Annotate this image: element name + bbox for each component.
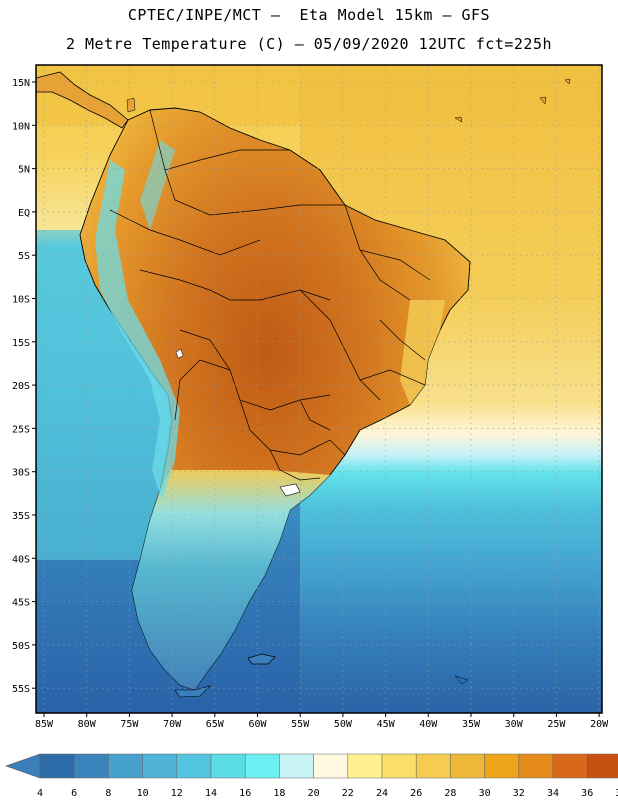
colorbar-tick-label: 8 [105,788,111,799]
longitude-labels: 85W 80W 75W 70W 65W 60W 55W 50W 45W 40W 35W 30W 25W 2… [35,713,609,730]
latitude-labels: 15N 10N 5N EQ 5S 10S 15S 20S 25S 30S 35S 40S 45S 50S 5… [12,78,36,695]
lat-label: 10S [12,295,30,306]
colorbar-tick-label: 18 [273,788,285,799]
lon-label: 35W [462,719,481,730]
lat-label: 55S [12,684,30,695]
colorbar-swatch [347,753,383,779]
colorbar-swatch [108,753,143,779]
colorbar-tick-label: 34 [547,788,559,799]
lat-label: 50S [12,641,30,652]
lon-label: 85W [35,719,54,730]
lat-label: 15N [12,78,30,89]
colorbar-tick-label: 22 [342,788,354,799]
colorbar-tick-label: 32 [513,788,525,799]
lon-label: 60W [248,719,267,730]
lat-label: 35S [12,511,30,522]
colorbar-tick-label: 12 [171,788,183,799]
colorbar-tick-label: 16 [239,788,251,799]
chart-title-line2: 2 Metre Temperature (C) – 05/09/2020 12U… [65,35,553,53]
colorbar-swatch [552,753,588,779]
lat-lon-grid [36,65,602,713]
lat-label: 20S [12,381,30,392]
colorbar-tick-label: 10 [137,788,149,799]
colorbar-swatch [210,753,246,779]
lon-label: 55W [291,719,310,730]
lon-label: 45W [377,719,396,730]
lat-label: 30S [12,468,30,479]
lat-label: 5N [18,165,30,176]
colorbar-tick-label: 36 [581,788,593,799]
colorbar-swatch [415,753,451,779]
colorbar-labels: 4 6 8 10 12 14 16 18 20 22 24 26 28 30 32 34 36 38 [37,788,618,799]
lat-label: 40S [12,554,30,565]
colorbar-swatch [484,753,520,779]
colorbar-tick-label: 6 [71,788,77,799]
lon-label: 20W [590,719,609,730]
colorbar-tick-label: 26 [410,788,422,799]
lon-label: 50W [334,719,353,730]
colorbar-swatch [381,753,417,779]
lon-label: 80W [78,719,97,730]
colorbar-tick-label: 20 [308,788,320,799]
central-america-landmass [36,71,129,129]
lat-label: 25S [12,424,30,435]
colorbar-swatch [176,753,212,779]
colorbar-tick-label: 24 [376,788,388,799]
lon-label: 70W [163,719,182,730]
colorbar-swatch [586,753,618,779]
colorbar-tick-label: 4 [37,788,43,799]
colorbar-swatch [279,753,314,779]
colorbar-swatch [313,753,349,779]
temperature-field [36,65,602,713]
colorbar-left-arrow [5,753,41,779]
colorbar-tick-label: 28 [444,788,456,799]
colorbar [5,753,618,779]
lon-label: 25W [547,719,566,730]
lon-label: 30W [505,719,524,730]
lat-label: EQ [18,208,30,219]
map-frame [35,64,603,714]
colorbar-tick-label: 38 [615,788,618,799]
colorbar-swatch [518,753,554,779]
colorbar-tick-label: 14 [205,788,217,799]
lon-label: 75W [120,719,139,730]
lat-label: 45S [12,598,30,609]
colorbar-tick-label: 30 [479,788,491,799]
colorbar-swatch [73,753,109,779]
country-borders [109,109,431,481]
lon-label: 65W [206,719,225,730]
colorbar-swatch [142,753,178,779]
lat-label: 10N [12,121,30,132]
lon-label: 40W [419,719,438,730]
colorbar-swatch [450,753,485,779]
colorbar-swatch [39,753,75,779]
lat-label: 5S [18,251,30,262]
colorbar-swatch [244,753,280,779]
lat-label: 15S [12,338,30,349]
chart-title-line1: CPTEC/INPE/MCT – Eta Model 15km – GFS [127,6,491,24]
